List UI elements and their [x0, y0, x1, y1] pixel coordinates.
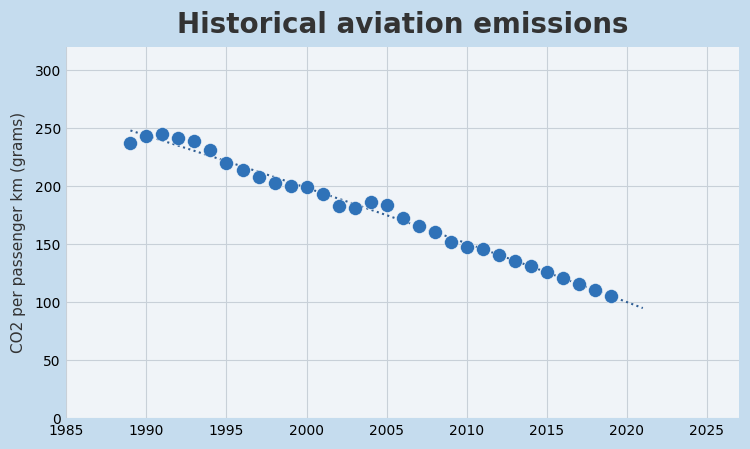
Point [284, 183, 296, 190]
Point [332, 202, 344, 210]
Point [509, 257, 520, 264]
Point [253, 173, 265, 180]
Point [172, 134, 184, 141]
Point [573, 280, 585, 287]
Point [380, 201, 392, 208]
Point [493, 251, 505, 258]
Point [460, 243, 472, 250]
Point [589, 286, 601, 293]
Point [188, 137, 200, 145]
Point [445, 238, 457, 246]
Point [413, 222, 424, 229]
Point [429, 228, 441, 235]
Point [220, 159, 232, 167]
Point [397, 214, 409, 221]
Point [157, 131, 169, 138]
Point [301, 184, 313, 191]
Point [124, 140, 136, 147]
Point [604, 293, 616, 300]
Point [236, 167, 248, 174]
Point [477, 245, 489, 252]
Point [364, 199, 376, 206]
Point [556, 274, 568, 282]
Title: Historical aviation emissions: Historical aviation emissions [177, 11, 628, 39]
Point [541, 269, 553, 276]
Point [205, 147, 217, 154]
Point [349, 205, 361, 212]
Point [268, 179, 280, 186]
Point [140, 133, 152, 140]
Y-axis label: CO2 per passenger km (grams): CO2 per passenger km (grams) [11, 112, 26, 353]
Point [525, 263, 537, 270]
Point [316, 191, 328, 198]
